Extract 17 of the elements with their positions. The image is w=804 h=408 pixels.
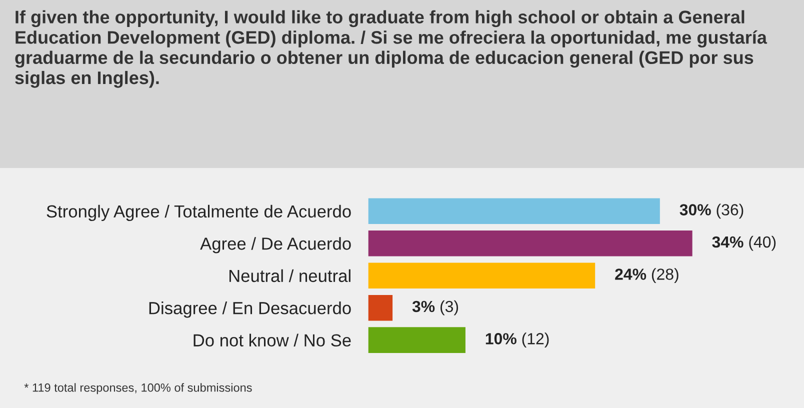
bar	[368, 198, 660, 224]
bar	[368, 327, 466, 353]
y-tick-label: Agree / De Acuerdo	[200, 237, 351, 254]
bar	[368, 230, 692, 256]
bar	[368, 294, 393, 321]
data-label: 34% (40)	[712, 236, 776, 251]
y-tick-label: Neutral / neutral	[229, 269, 350, 282]
y-tick-label: Do not know / No Se	[194, 334, 351, 347]
bar	[368, 262, 596, 288]
data-label: 24% (28)	[615, 268, 678, 284]
chart-title: If given the opportunity, I would like to graduate from high school or obtain a General Education Development (GED) diploma. / Si se me ofreciera la oportunidad, me gustaría graduarme de la secundario o obtener un diploma de educacion general (GED por sus siglas en Ingles).	[15, 10, 768, 88]
text: * 119 total responses, 100% of submissions	[24, 383, 252, 394]
y-tick-label: Strongly Agree / Totalmente de Acuerdo	[46, 204, 351, 222]
data-label: 3% (3)	[412, 300, 458, 316]
data-label: 30% (36)	[680, 204, 744, 219]
y-tick-label: Disagree / En Desacuerdo	[149, 302, 351, 318]
data-label: 10% (12)	[486, 332, 549, 348]
